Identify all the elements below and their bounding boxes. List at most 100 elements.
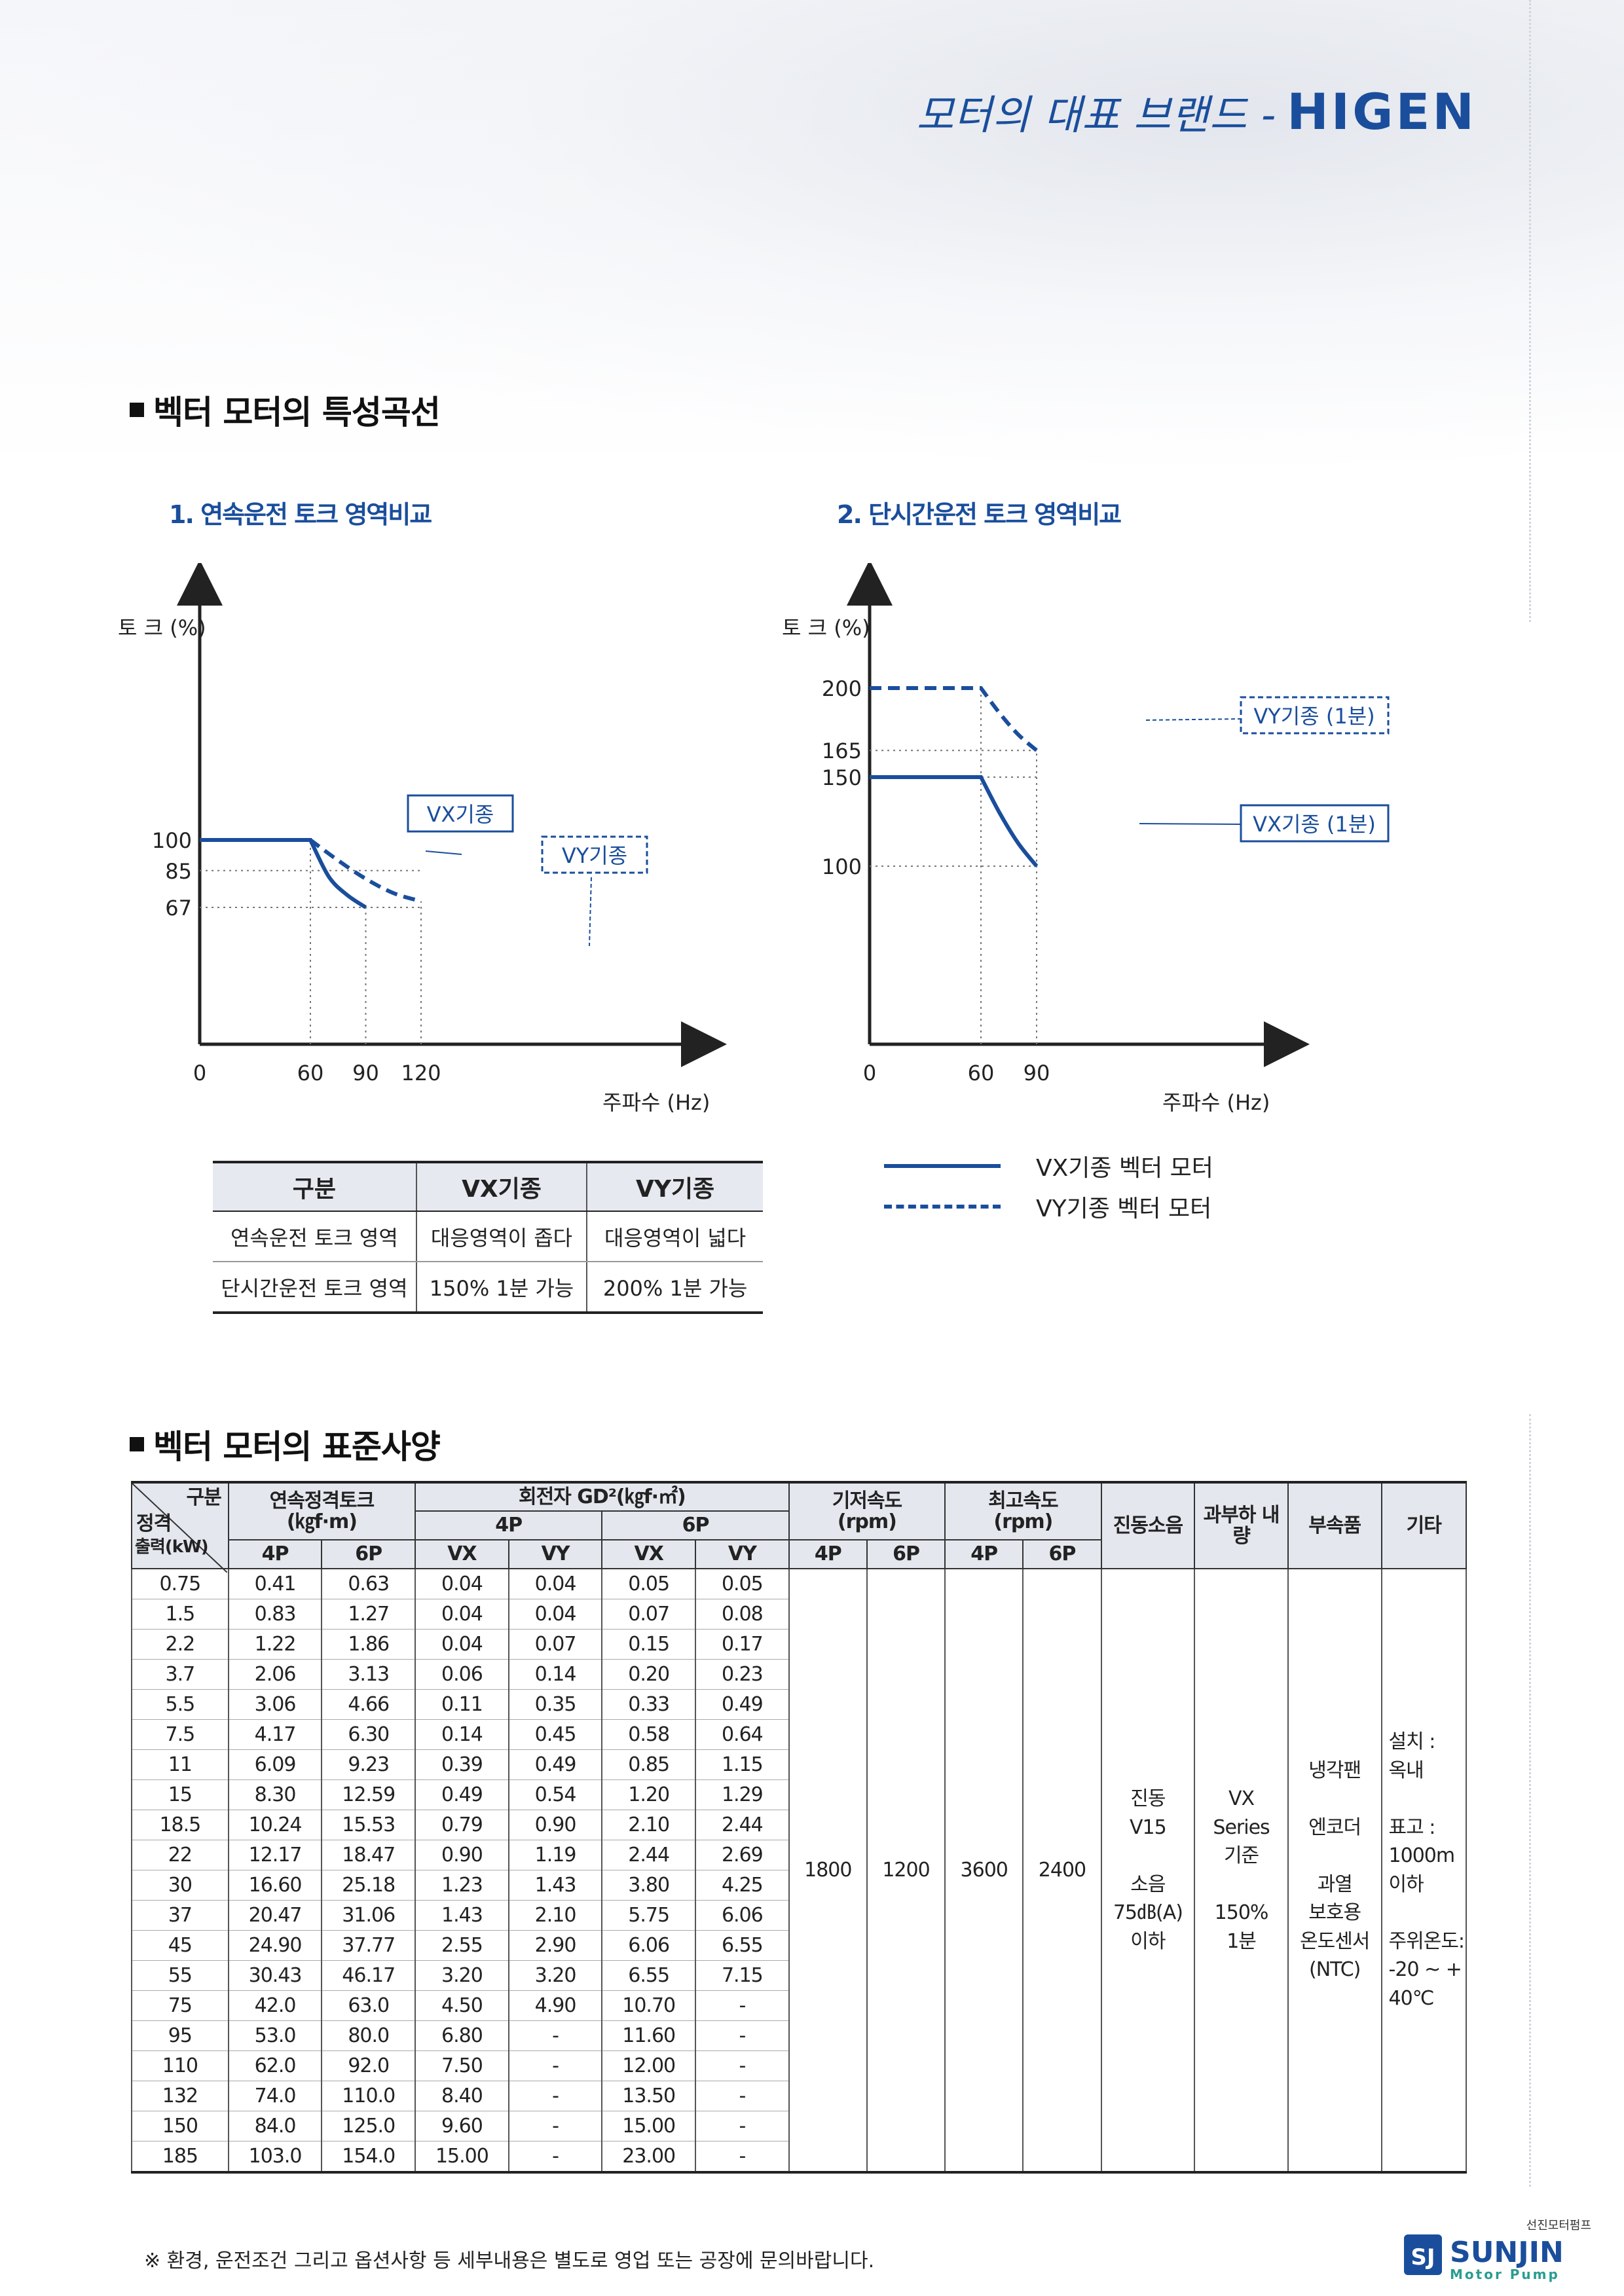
legend-solid-line-icon [884,1164,1001,1168]
table-cell: 20.47 [227,1900,323,1931]
table-cell: 0.54 [507,1779,603,1810]
table-cell: 80.0 [321,2020,416,2051]
table-cell: 3.13 [321,1659,416,1690]
table-cell: 설치 : 옥내 표고 : 1000m 이하 주위온도: -20 ~ + 40℃ [1380,1569,1467,2174]
chart2-subtitle: 2. 단시간운전 토크 영역비교 [837,500,1122,529]
bullet-square-icon [130,403,144,417]
table-cell: - [507,2020,603,2051]
comparison-table-header: 구분 VX기종 VY기종 [213,1161,763,1212]
merged-cell-line: 주위온도: [1388,1929,1466,1953]
table-cell: 8.40 [415,2081,509,2111]
merged-cell-line: 40℃ [1388,1986,1435,2010]
table-cell: 15.00 [415,2141,509,2174]
table-cell: 1.22 [227,1629,323,1660]
table-cell: 75 [131,1990,229,2021]
header-base-speed: 기저속도 (rpm) [788,1481,946,1540]
header-gd2-6p-vy: VY [695,1539,790,1569]
c2-series-vx-line [870,775,1039,867]
table-cell: 45 [131,1930,229,1961]
section-title-text: 벡터 모터의 특성곡선 [153,393,441,431]
table-cell: 11 [131,1749,229,1780]
cmp-header-gubun: 구분 [213,1161,416,1212]
header-etc: 기타 [1380,1481,1467,1569]
table-cell: 0.49 [507,1749,603,1780]
table-cell: 31.06 [321,1900,416,1931]
table-cell: 2.10 [507,1900,603,1931]
table-cell: 0.14 [415,1719,509,1750]
table-cell: 2.06 [227,1659,323,1690]
c2-x-tick-label: 60 [968,1061,995,1085]
header-base-speed-label: 기저속도 [832,1489,902,1512]
c2-series-vy-line [870,686,1038,752]
chart1-vx-label-box [407,794,514,833]
sunjin-logo-name: SUNJIN [1450,2236,1564,2269]
sunjin-logo-mark-letters: SJ [1411,2244,1435,2270]
table-cell: 0.04 [415,1599,509,1630]
table-cell: 2.55 [415,1930,509,1961]
table-cell: 154.0 [321,2141,416,2174]
table-cell: 4.66 [321,1689,416,1720]
c2-y-tick-label: 165 [822,738,862,763]
c1-series-vx-line [200,838,367,909]
header-max-speed-unit: (rpm) [993,1510,1053,1533]
merged-cell-line [1389,1785,1466,1813]
table-cell: 1.15 [695,1749,790,1780]
table-cell: 0.05 [695,1569,790,1599]
spec-header-row-3: 4P 6P VX VY VX VY 4P 6P 4P 6P [132,1539,1466,1569]
header-max-speed-label: 최고속도 [988,1489,1058,1512]
section-title-specs: 벡터 모터의 표준사양 [130,1421,441,1468]
table-cell: 4.90 [507,1990,603,2021]
table-row: 15 8.30 12.59 0.49 0.54 1.20 1.29 [131,1779,1466,1810]
chart1-vy-label-box [541,835,648,874]
c1-x-tick-label: 0 [193,1061,206,1085]
table-cell: 22 [131,1840,229,1870]
footnote: ※ 환경, 운전조건 그리고 옵션사항 등 세부내용은 별도로 영업 또는 공장… [144,2250,875,2272]
spec-header-row-1: 구분 정격 출력(kW) 연속정격토크 (㎏f·m) 회전자 GD²(㎏f·㎡)… [131,1481,1467,1573]
merged-cell-line: 소음 [1130,1872,1166,1896]
table-row: 11 6.09 9.23 0.39 0.49 0.85 1.15 [131,1749,1466,1780]
merged-cell-line: Series [1213,1815,1270,1839]
table-cell: 30 [131,1870,229,1901]
legend-dashed-line-icon [884,1205,1001,1209]
c2-y-tick-label: 200 [822,676,862,701]
merged-cell-line: 냉각팬 [1308,1758,1361,1782]
table-cell: 0.07 [601,1599,697,1630]
chart-legend: VX기종 벡터 모터 VY기종 벡터 모터 [884,1146,1213,1227]
sunjin-logo: 선진모터펌프 SJ SUNJIN Motor Pump [1404,2219,1591,2282]
table-cell: 0.49 [415,1779,509,1810]
side-divider-bottom [1529,1414,1531,2187]
table-cell: 110 [131,2050,229,2081]
table-row: 75 42.0 63.0 4.50 4.90 10.70- [131,1990,1466,2021]
table-cell: 63.0 [321,1990,416,2021]
table-cell: 2.44 [695,1810,790,1840]
table-row: 30 16.60 25.18 1.23 1.43 3.80 4.25 [131,1870,1466,1901]
table-cell: 6.06 [695,1900,790,1931]
table-cell: 6.55 [601,1960,697,1991]
table-cell: 92.0 [321,2050,416,2081]
merged-cell-line [1195,1870,1287,1899]
table-cell: 15 [131,1779,229,1810]
table-cell: 2.69 [695,1840,790,1870]
table-cell: 0.79 [415,1810,509,1840]
brand-header: 모터의 대표 브랜드 - HIGEN [916,79,1477,144]
table-cell: 0.06 [415,1659,509,1690]
table-cell: 대응영역이 넓다 [586,1211,763,1262]
table-cell: 84.0 [227,2111,323,2141]
table-cell: 0.85 [601,1749,697,1780]
table-cell: 0.07 [507,1629,603,1660]
table-cell: 110.0 [321,2081,416,2111]
c1-x-tick-label: 60 [297,1061,324,1085]
section-title-characteristics: 벡터 모터의 특성곡선 [130,386,441,433]
higen-logo: HIGEN [1287,82,1477,141]
table-row: 150 84.0 125.0 9.60-15.00- [131,2111,1466,2141]
c1-series-vy-line [200,838,422,903]
table-cell: 55 [131,1960,229,1991]
header-gd2-6p: 6P [601,1510,790,1540]
table-row: 3.7 2.06 3.13 0.06 0.14 0.20 0.23 [131,1659,1466,1690]
merged-cell-line: 이하 [1388,1872,1424,1896]
table-cell: 3.06 [227,1689,323,1720]
table-cell: 12.59 [321,1779,416,1810]
table-cell: 0.04 [415,1629,509,1660]
bullet-square-icon [130,1437,144,1451]
table-cell: 6.06 [601,1930,697,1961]
